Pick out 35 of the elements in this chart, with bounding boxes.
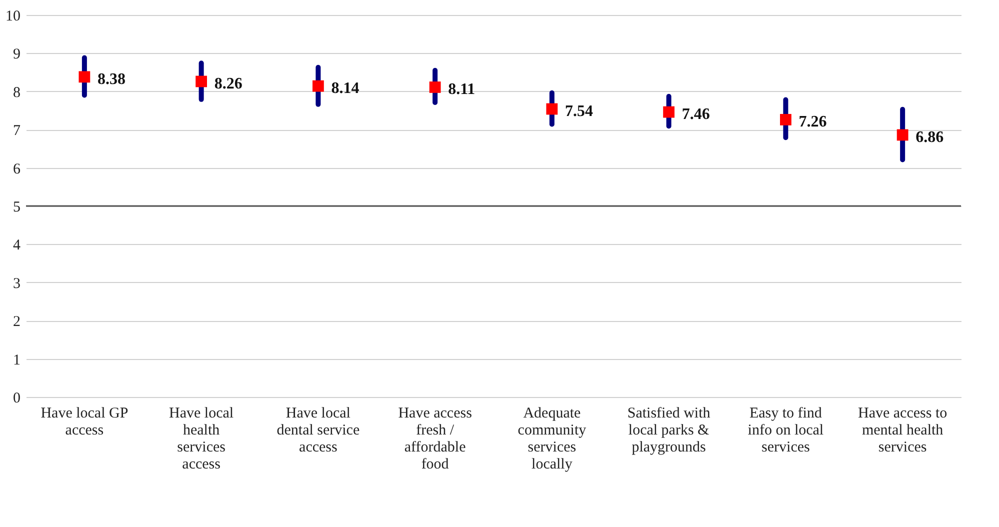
y-tick-label: 7 [13, 123, 21, 140]
point [663, 106, 675, 118]
y-tick-label: 4 [13, 238, 21, 254]
y-tick-label: 10 [6, 8, 20, 24]
y-tick-label: 3 [13, 276, 20, 292]
point [312, 80, 324, 92]
y-tick-label: 8 [13, 84, 20, 101]
y-tick-label: 6 [13, 161, 21, 178]
point [546, 103, 558, 115]
x-tick-label: Satisfied with local parks & playgrounds [627, 406, 711, 456]
point [429, 81, 441, 93]
x-tick-label: Easy to find info on local services [748, 406, 824, 456]
y-tick-label: 2 [13, 314, 20, 330]
x-tick-label: Have access to mental health services [858, 406, 948, 456]
x-tick-label: Have local GP access [40, 406, 128, 438]
data-label: 8.11 [448, 81, 476, 98]
data-label: 7.54 [564, 102, 593, 120]
y-tick-label: 0 [13, 390, 20, 406]
point [78, 71, 90, 83]
data-label: 7.26 [798, 114, 827, 131]
data-label: 8.26 [214, 75, 242, 92]
point [196, 76, 208, 88]
x-tick-label: Adequate community services locally [518, 406, 587, 472]
y-tick-label: 5 [13, 200, 20, 216]
y-tick-label: 1 [13, 352, 20, 368]
point [896, 129, 908, 141]
data-label: 6.86 [916, 128, 944, 146]
data-label: 7.46 [682, 106, 710, 124]
data-label: 8.38 [97, 70, 126, 88]
x-tick-label: Have access fresh / affordable food [398, 406, 472, 472]
data-label: 8.14 [331, 80, 360, 98]
x-tick-label: Have local dental service access [276, 406, 360, 456]
y-tick-label: 9 [13, 46, 20, 63]
point [780, 114, 792, 126]
x-tick-label: Have local health services access [169, 406, 234, 472]
